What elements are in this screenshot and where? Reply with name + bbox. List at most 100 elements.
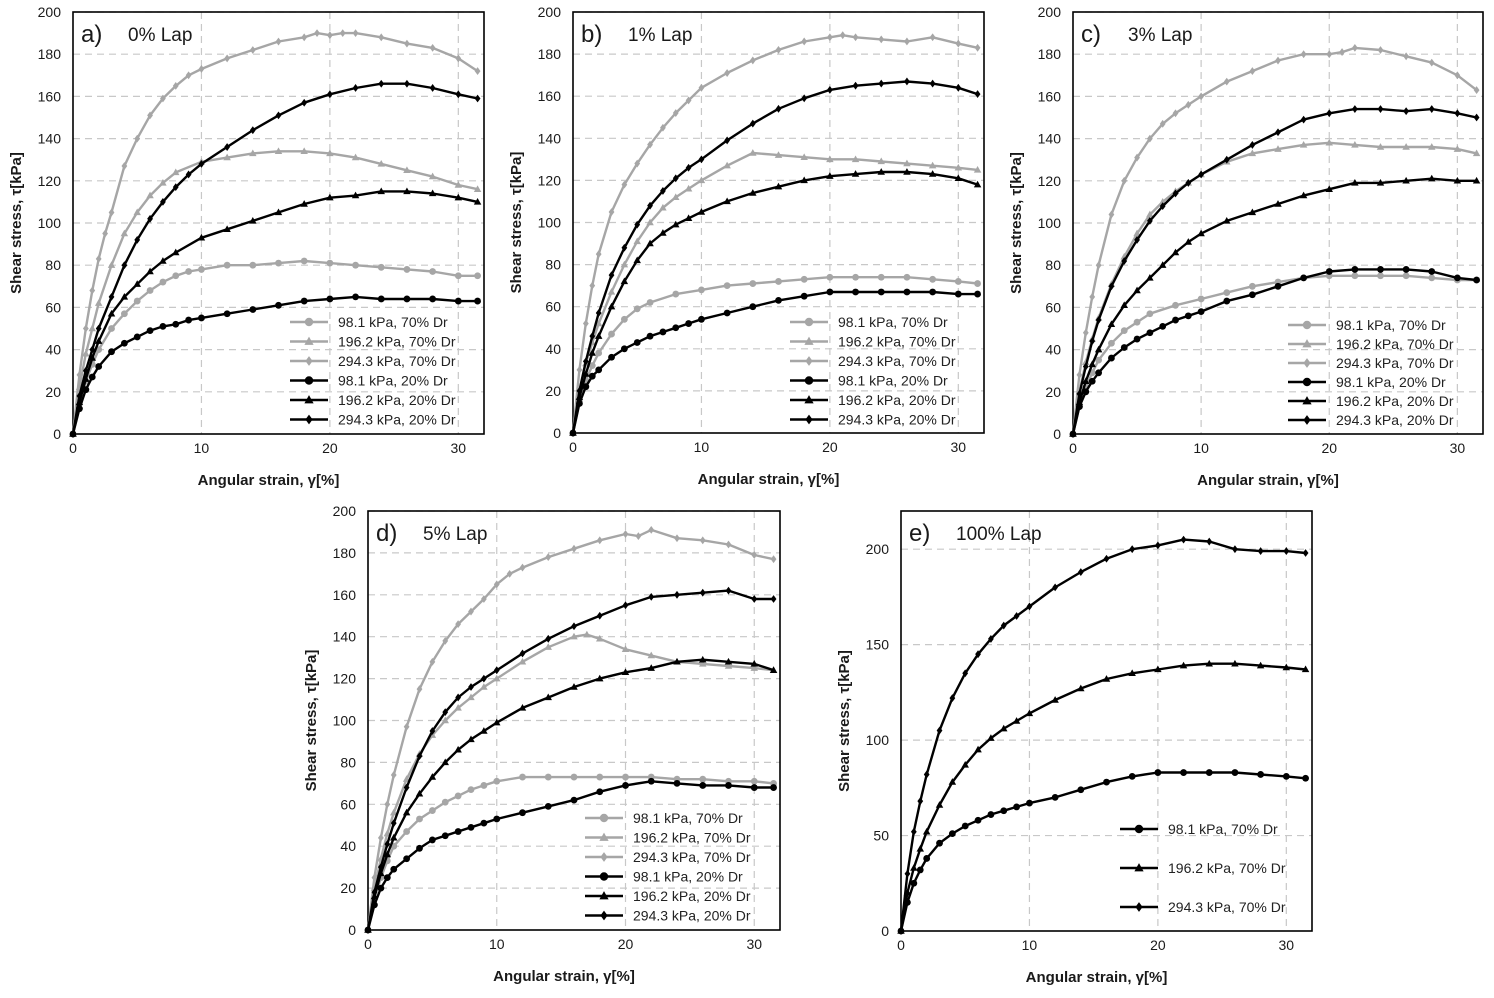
series-line	[899, 538, 1306, 932]
data-point-diamond	[314, 29, 320, 38]
data-point-triangle	[1299, 191, 1308, 199]
data-point-circle	[725, 782, 732, 789]
data-point-triangle	[1282, 663, 1291, 671]
data-point-circle	[474, 297, 481, 305]
data-point-diamond	[1326, 109, 1333, 118]
data-point-triangle	[415, 789, 424, 797]
data-point-circle	[383, 874, 391, 882]
data-point-diamond	[416, 752, 423, 761]
data-point-circle	[1146, 329, 1154, 337]
data-point-diamond	[76, 371, 83, 379]
legend-label: 98.1 kPa, 20% Dr	[338, 373, 448, 389]
series-line	[571, 276, 978, 434]
x-axis-label: Angular strain, γ[%]	[493, 968, 635, 985]
y-tick-label: 120	[538, 172, 562, 188]
data-point-circle	[877, 273, 885, 281]
data-point-triangle	[749, 149, 757, 156]
data-point-triangle	[596, 634, 604, 642]
data-point-diamond	[936, 726, 943, 735]
data-point-circle	[1000, 807, 1008, 815]
data-point-triangle	[518, 704, 527, 711]
data-point-diamond	[172, 81, 179, 90]
plot-frame	[900, 510, 1313, 932]
data-point-diamond	[1377, 105, 1384, 113]
data-point-triangle	[88, 324, 97, 332]
data-point-circle	[108, 348, 115, 356]
data-point-diamond	[384, 840, 391, 849]
y-tick-label: 180	[333, 545, 357, 561]
data-point-diamond	[172, 183, 179, 192]
data-point-circle	[1274, 282, 1282, 290]
data-point-diamond	[1082, 362, 1089, 371]
y-tick-label: 20	[340, 880, 356, 896]
data-point-triangle	[1302, 339, 1312, 348]
data-point-diamond	[70, 430, 76, 438]
grid	[900, 510, 1313, 932]
data-point-diamond	[801, 37, 808, 46]
data-point-diamond	[480, 674, 487, 683]
x-tick-label: 30	[746, 936, 762, 952]
grid	[367, 510, 781, 931]
data-point-triangle	[987, 734, 995, 741]
data-point-circle	[1172, 301, 1179, 309]
panel-title: 100% Lap	[956, 524, 1042, 545]
data-point-circle	[352, 293, 359, 301]
series-line	[1071, 107, 1477, 435]
data-point-diamond	[1232, 545, 1238, 554]
data-point-diamond	[917, 797, 924, 806]
data-point-triangle	[428, 773, 437, 780]
data-point-triangle	[659, 229, 667, 236]
data-point-triangle	[493, 718, 501, 726]
data-point-triangle	[647, 651, 655, 659]
data-point-triangle	[594, 332, 603, 339]
legend-entry: 98.1 kPa, 20% Dr	[290, 373, 448, 389]
legend-label: 294.3 kPa, 70% Dr	[633, 849, 751, 865]
data-point-diamond	[1095, 261, 1102, 270]
data-point-triangle	[1453, 176, 1462, 184]
plot-frame	[572, 11, 985, 434]
data-point-triangle	[1051, 696, 1059, 703]
series-group	[897, 535, 1310, 935]
data-point-diamond	[519, 649, 526, 658]
data-point-triangle	[672, 193, 680, 200]
data-point-triangle	[197, 233, 206, 241]
data-point-diamond	[698, 83, 705, 92]
data-point-triangle	[1205, 659, 1213, 667]
data-point-diamond	[600, 852, 608, 862]
data-point-circle	[1133, 318, 1141, 326]
data-point-diamond	[455, 620, 462, 629]
data-point-diamond	[1473, 86, 1480, 94]
data-point-circle	[620, 345, 628, 353]
data-point-circle	[480, 782, 488, 789]
series-line	[71, 82, 478, 435]
data-point-diamond	[589, 332, 596, 341]
data-point-triangle	[1402, 143, 1410, 150]
data-point-triangle	[607, 288, 616, 295]
data-point-triangle	[1302, 396, 1312, 405]
data-point-triangle	[928, 161, 937, 169]
data-point-circle	[633, 305, 641, 313]
data-point-circle	[974, 280, 981, 287]
series-diamond-dark	[1070, 105, 1480, 438]
data-point-triangle	[274, 208, 283, 216]
legend-entry: 98.1 kPa, 70% Dr	[290, 314, 448, 330]
data-point-diamond	[852, 81, 859, 90]
data-point-circle	[633, 339, 641, 346]
series-circle-dark	[1069, 266, 1480, 438]
data-point-triangle	[646, 218, 654, 226]
legend-label: 294.3 kPa, 70% Dr	[1336, 355, 1454, 371]
data-point-circle	[416, 815, 423, 823]
data-point-diamond	[493, 666, 500, 675]
x-tick-label: 10	[1193, 440, 1209, 456]
data-point-diamond	[1249, 67, 1256, 75]
data-point-diamond	[672, 109, 679, 117]
legend-entry: 294.3 kPa, 70% Dr	[1288, 355, 1454, 371]
x-tick-label: 10	[489, 936, 505, 952]
data-point-circle	[1146, 310, 1154, 318]
data-point-circle	[1108, 354, 1115, 362]
data-point-diamond	[1428, 105, 1435, 113]
data-point-triangle	[304, 336, 314, 345]
data-point-triangle	[441, 716, 449, 724]
legend-label: 196.2 kPa, 20% Dr	[838, 392, 956, 408]
data-point-diamond	[904, 77, 910, 86]
